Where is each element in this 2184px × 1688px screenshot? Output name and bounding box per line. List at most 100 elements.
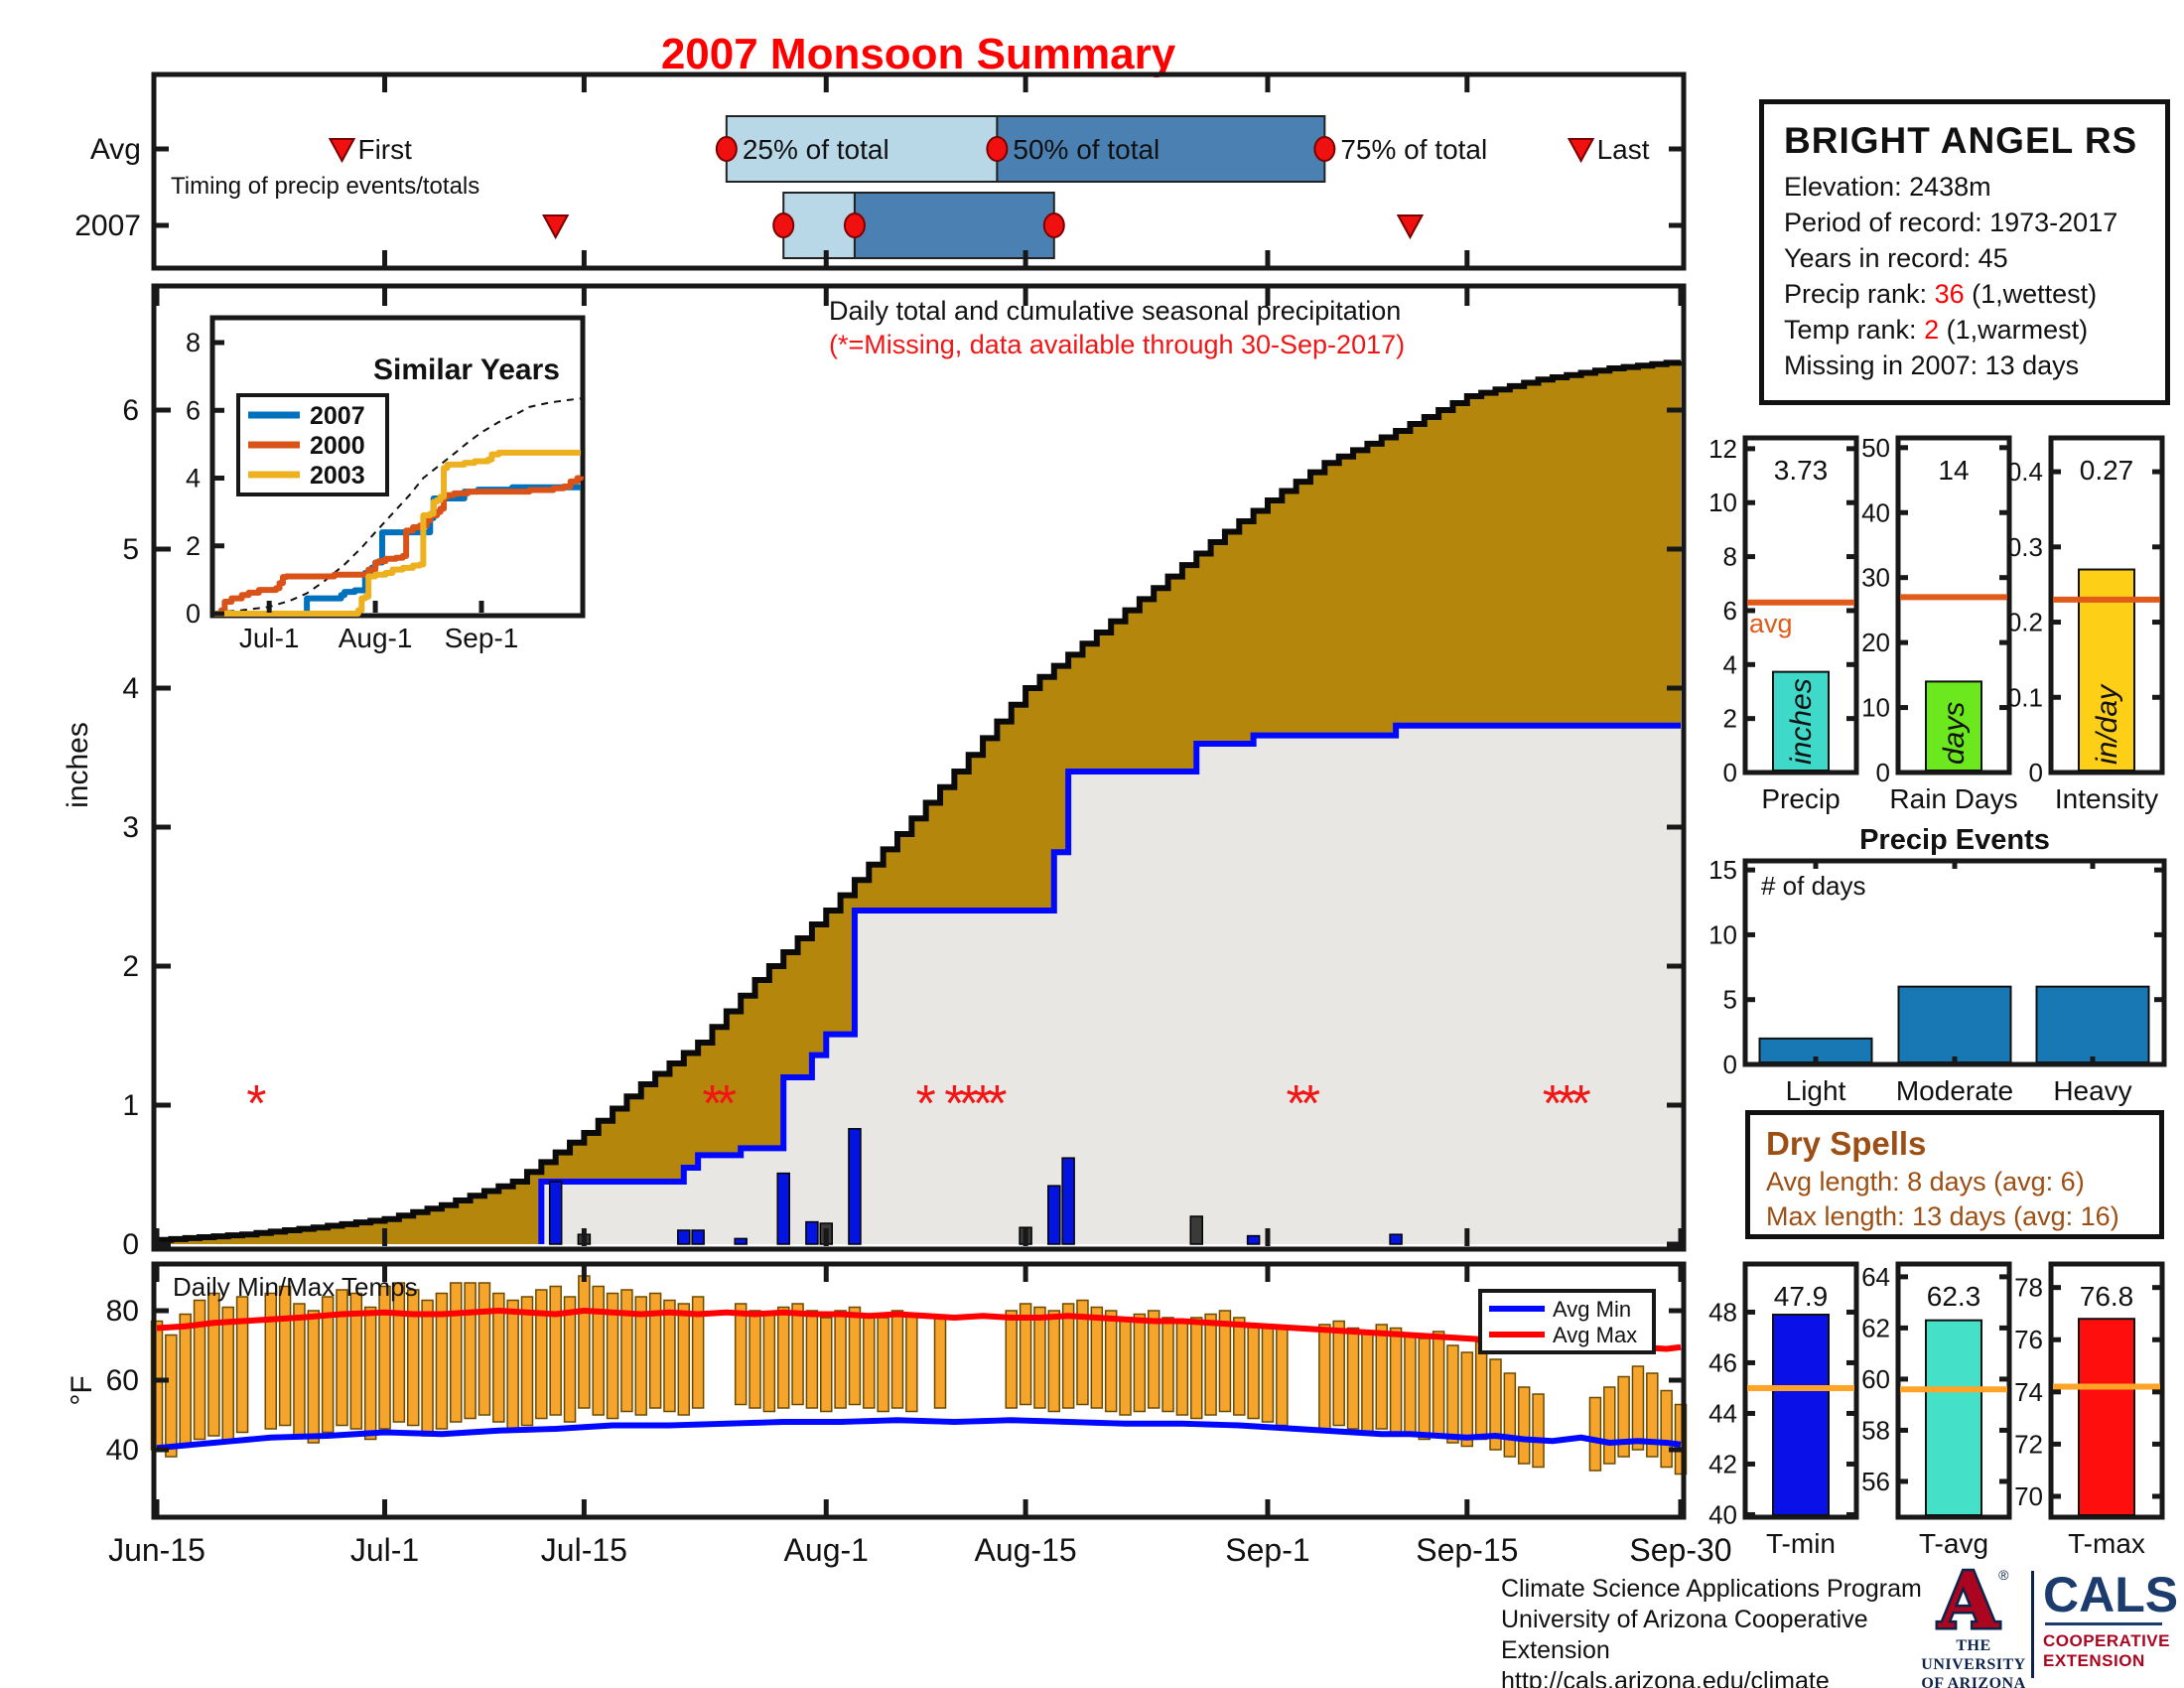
missing-day-asterisk: * (1557, 1075, 1576, 1133)
mini-y-tick: 56 (1861, 1467, 1890, 1496)
page-title: 2007 Monsoon Summary (660, 30, 1176, 78)
legend-label-2007: 2007 (310, 402, 365, 430)
daily-precip-bar (734, 1237, 748, 1245)
mini-y-tick: 2 (1723, 704, 1737, 734)
ua-block-a-icon: A (1936, 1556, 2000, 1646)
daily-temp-range-bar (592, 1285, 605, 1416)
precip-rank-value: 36 (1934, 279, 1965, 309)
y-tick-label: 1 (122, 1089, 139, 1122)
percentile-marker (986, 136, 1009, 162)
station-period: Period of record: 1973-2017 (1784, 208, 2118, 237)
temp-y-tick: 80 (106, 1295, 139, 1328)
mini-y-tick: 42 (1708, 1449, 1737, 1478)
mini-y-tick: 76 (2014, 1325, 2043, 1354)
daily-precip-bar (805, 1220, 819, 1245)
x-axis-label: Sep-15 (1416, 1532, 1518, 1568)
temp-legend-label: Avg Max (1553, 1323, 1637, 1347)
daily-precip-bar (1061, 1157, 1075, 1245)
daily-temp-range-bar (1218, 1310, 1232, 1413)
daily-temp-range-bar (165, 1334, 178, 1458)
daily-temp-range-bar (1147, 1310, 1160, 1409)
daily-temp-range-bar (1418, 1337, 1432, 1441)
mini-y-tick: 0 (1876, 758, 1890, 787)
events-x-label: Moderate (1896, 1075, 2013, 1106)
daily-temp-range-bar (877, 1317, 889, 1413)
mini-y-tick: 40 (1861, 497, 1890, 527)
first-event-marker (541, 214, 570, 240)
daily-temp-range-bar (1404, 1334, 1417, 1437)
daily-temp-range-bar (478, 1282, 491, 1416)
mini-y-tick: 0.4 (2007, 457, 2043, 487)
daily-temp-range-bar (1503, 1372, 1517, 1458)
inset-y-tick: 8 (186, 328, 201, 357)
x-axis-label: Aug-1 (784, 1532, 869, 1568)
daily-temp-range-bar (1161, 1317, 1174, 1413)
cals-rule (2045, 1622, 2162, 1625)
daily-temp-range-bar (264, 1292, 278, 1430)
mini-y-tick: 70 (2014, 1481, 2043, 1511)
y-tick-label: 2 (122, 950, 139, 983)
events-note: # of days (1761, 871, 1866, 901)
timing-panel: Avg 25% of total 50% of total 75% of total F… (74, 115, 1650, 259)
y-tick-label: 6 (122, 394, 139, 427)
inset-y-tick: 4 (186, 464, 201, 493)
precip-events-chart: 0 5 10 15 Light Moderate Heavy Precip Events # o… (1708, 824, 2150, 1106)
x-axis-label: Jul-1 (350, 1532, 419, 1568)
annotation-title: Daily total and cumulative seasonal prec… (829, 296, 1401, 326)
mini-y-tick: 30 (1861, 563, 1890, 593)
temp-legend-label: Avg Min (1553, 1297, 1631, 1322)
timing-caption: Timing of precip events/totals (171, 173, 479, 200)
dry-spells-box: Dry Spells Avg length: 8 days (avg: 6) M… (1745, 1110, 2164, 1239)
station-precip-rank: Precip rank: 36 (1,wettest) (1784, 279, 2098, 309)
daily-temp-range-bar (1460, 1351, 1474, 1448)
daily-temp-range-bar (563, 1296, 577, 1423)
missing-day-asterisk: * (717, 1075, 737, 1133)
daily-temp-range-bar (492, 1292, 505, 1423)
x-axis-label: Jul-15 (541, 1532, 627, 1568)
daily-temp-range-bar (1489, 1358, 1502, 1451)
mini-y-tick: 40 (1708, 1499, 1737, 1529)
y-tick-label: 0 (122, 1228, 139, 1261)
inset-x-tick: Aug-1 (339, 623, 413, 653)
mini-y-tick: 46 (1708, 1347, 1737, 1377)
daily-temp-range-bar (464, 1282, 477, 1420)
mini-y-tick: 0 (1723, 758, 1737, 787)
x-axis-label: Sep-1 (1225, 1532, 1309, 1568)
daily-temp-range-bar (1047, 1310, 1061, 1413)
mini-x-label: Rain Days (1889, 783, 2017, 814)
row-label: 2007 (74, 210, 141, 242)
daily-temp-range-bar (1261, 1324, 1275, 1423)
missing-day-asterisk: * (1570, 1075, 1590, 1133)
events-y-tick: 5 (1723, 985, 1737, 1015)
mini-value: 3.73 (1774, 455, 1829, 486)
mini-x-label: T-min (1766, 1528, 1836, 1559)
mini-bar (1925, 1319, 1982, 1516)
daily-temp-range-bar (1432, 1331, 1445, 1437)
daily-temp-range-bar (933, 1317, 947, 1409)
events-x-label: Heavy (2053, 1075, 2131, 1106)
station-name: BRIGHT ANGEL RS (1784, 120, 2138, 161)
footer-link[interactable]: http://cals.arizona.edu/climate (1501, 1667, 1830, 1688)
mini-y-tick: 72 (2014, 1429, 2043, 1459)
timing-row-Avg: Avg 25% of total 50% of total 75% of total F… (90, 115, 1650, 183)
mini-y-tick: 0.2 (2007, 608, 2043, 637)
daily-temp-range-bar (193, 1299, 206, 1441)
mini-y-tick: 8 (1723, 542, 1737, 572)
mini-y-tick: 0 (2029, 758, 2043, 787)
precip-mini-charts: 0 2 4 6 8 10 12 avg 3.73 inches Precip 0 10 20 30 40 50 1… (1708, 433, 2165, 814)
daily-temps-panel: 40 60 80 Jun-15 Jul-1 Jul-15 Aug-1 Aug-15 Sep-1 S… (66, 1272, 1732, 1568)
university-of-arizona-logo: A® THE UNIVERSITY OF ARIZONA (1914, 1560, 2033, 1688)
events-y-tick: 10 (1708, 919, 1737, 949)
percentile-label: 50% of total (1013, 134, 1160, 165)
daily-precip-bar (691, 1229, 705, 1245)
avg-min-line (156, 1417, 1682, 1452)
mini-value: 0.27 (2080, 455, 2134, 486)
daily-temp-range-bar (1517, 1386, 1531, 1465)
station-info-box: BRIGHT ANGEL RS Elevation: 2438m Period … (1759, 99, 2170, 405)
first-label: First (357, 134, 412, 165)
mini-value: 47.9 (1774, 1281, 1829, 1312)
daily-temp-range-bar (834, 1310, 847, 1409)
mini-x-label: T-avg (1919, 1528, 1988, 1559)
dry-spells-avg: Avg length: 8 days (avg: 6) (1766, 1167, 2085, 1196)
station-elevation: Elevation: 2438m (1784, 172, 1991, 202)
